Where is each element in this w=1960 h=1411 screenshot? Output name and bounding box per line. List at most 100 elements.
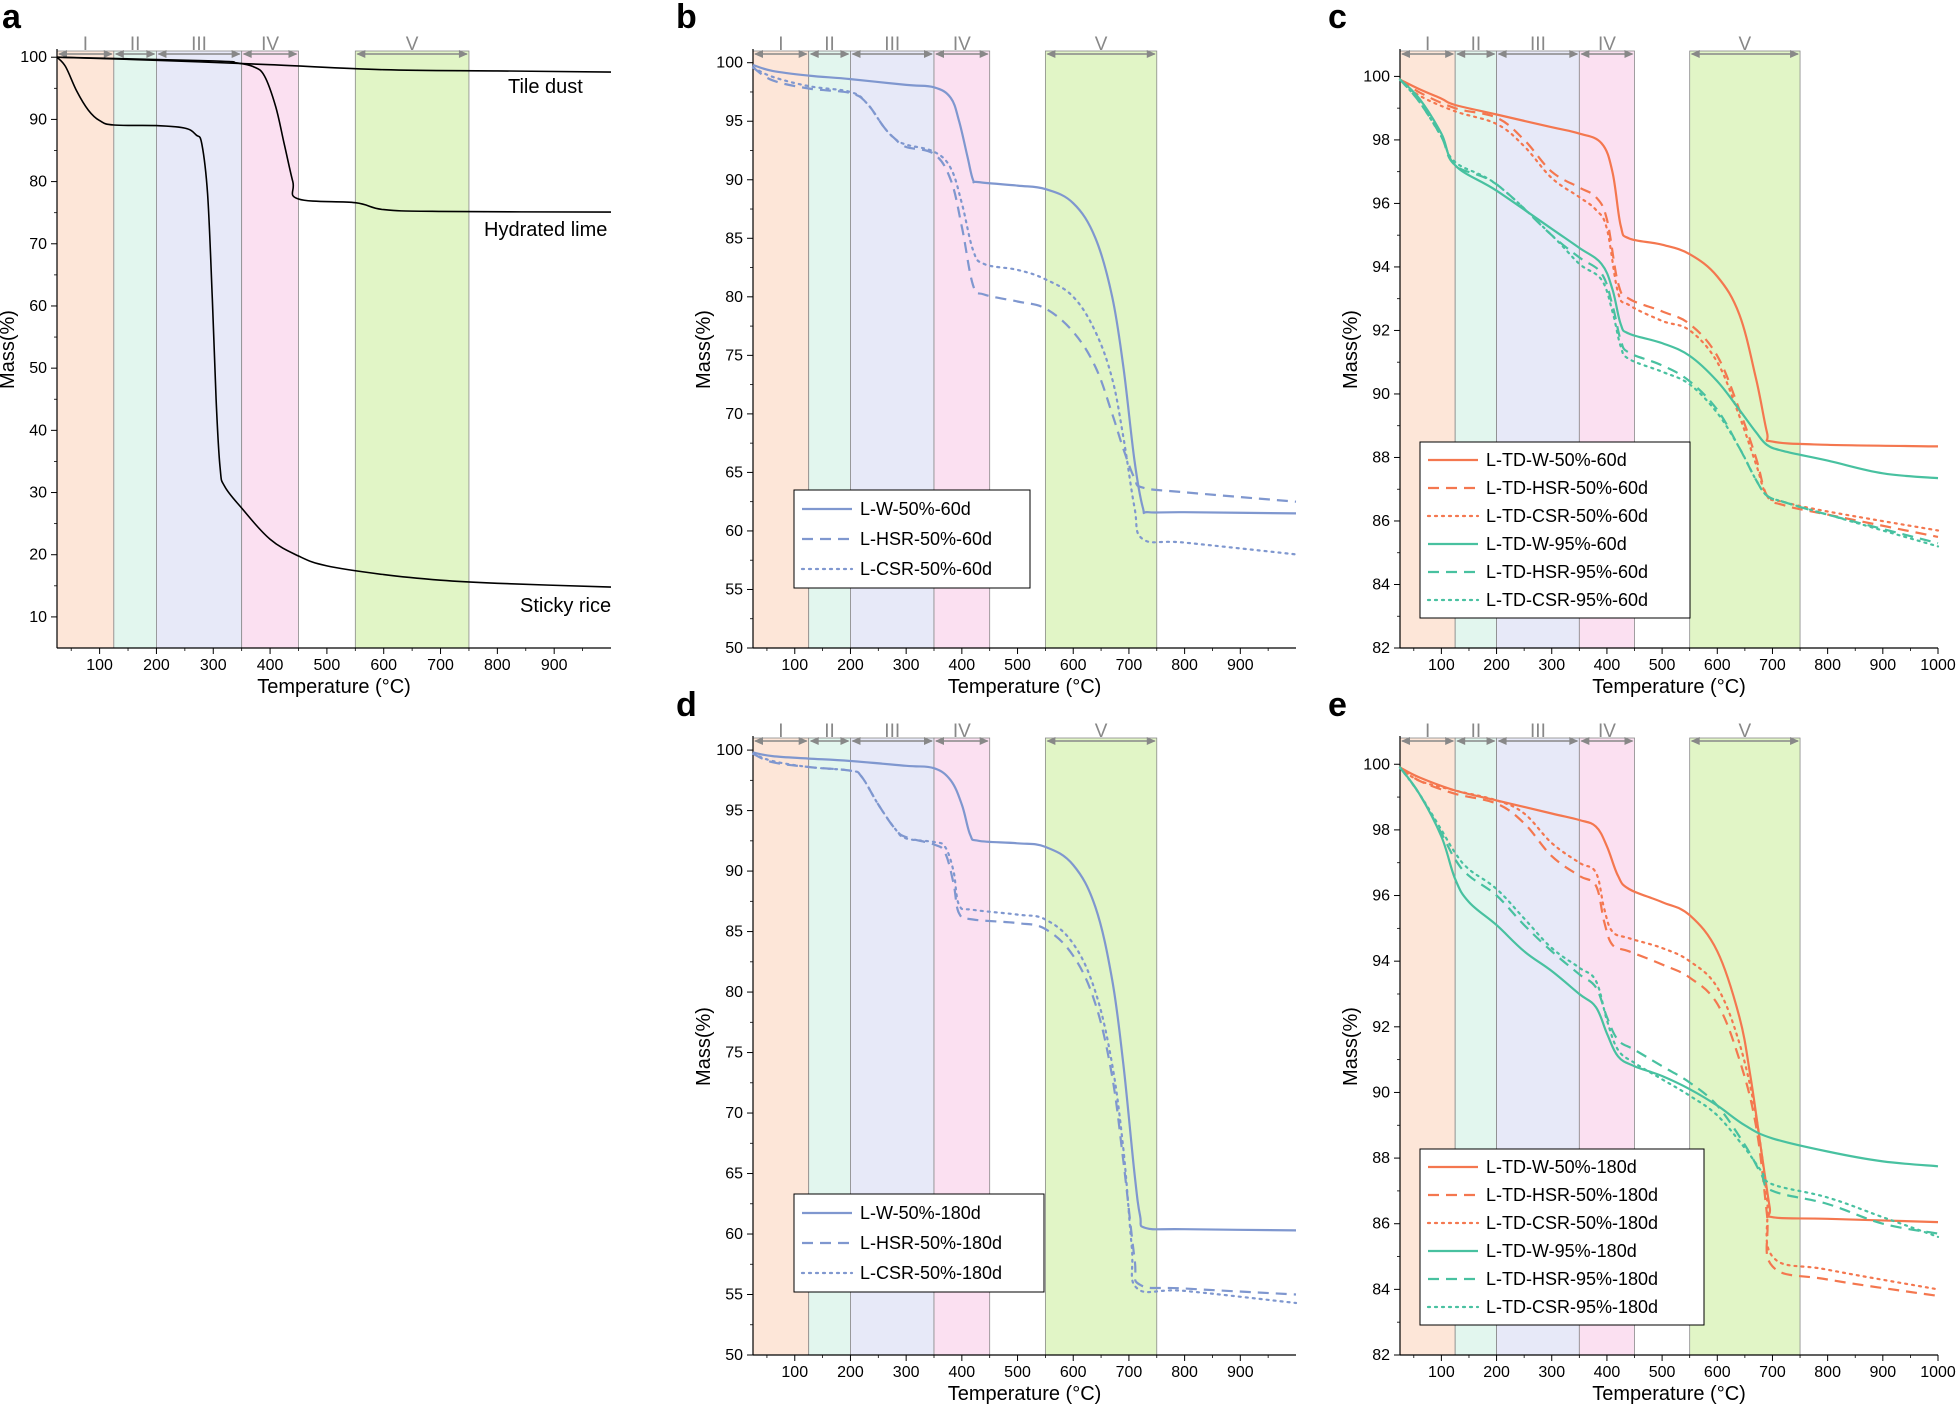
x-tick-label: 700 bbox=[1759, 657, 1786, 674]
region-arrow-left-II bbox=[1456, 737, 1466, 745]
x-tick-label: 700 bbox=[1759, 1364, 1786, 1381]
panel-letter: e bbox=[1328, 686, 1347, 724]
x-tick-label: 900 bbox=[1227, 1364, 1254, 1381]
y-tick-label: 100 bbox=[20, 49, 47, 66]
region-label-III: III bbox=[1530, 721, 1546, 742]
region-label-III: III bbox=[1530, 34, 1546, 55]
y-tick-label: 90 bbox=[1372, 386, 1390, 403]
legend: L-W-50%-60d L-HSR-50%-60d L-CSR-50%-60d bbox=[793, 489, 1031, 589]
legend-entry: L-TD-W-95%-60d bbox=[1486, 534, 1627, 554]
x-tick-label: 800 bbox=[1171, 657, 1198, 674]
x-tick-label: 500 bbox=[1649, 1364, 1676, 1381]
region-label-IV: IV bbox=[261, 34, 279, 55]
y-tick-label: 90 bbox=[1372, 1084, 1390, 1101]
y-tick-label: 82 bbox=[1372, 640, 1390, 657]
region-arrow-left-III bbox=[1497, 50, 1507, 58]
x-tick-label: 600 bbox=[1060, 1364, 1087, 1381]
x-axis-label: Temperature (°C) bbox=[1592, 676, 1746, 698]
series-line-l-td-csr-95-180d bbox=[1398, 766, 1940, 1238]
x-axis-label: Temperature (°C) bbox=[257, 676, 411, 698]
x-tick-label: 100 bbox=[86, 657, 113, 674]
x-tick-label: 900 bbox=[541, 657, 568, 674]
curve-annotation: Sticky rice bbox=[520, 595, 611, 617]
region-label-I: I bbox=[83, 34, 88, 55]
curve-annotation: Hydrated lime bbox=[484, 219, 607, 241]
region-arrow-right-I bbox=[1445, 50, 1455, 58]
region-arrow-right-IV bbox=[979, 737, 989, 745]
series-line-hydrated-lime bbox=[56, 56, 612, 213]
region-arrow-right-V bbox=[1146, 50, 1156, 58]
y-tick-label: 40 bbox=[29, 422, 47, 439]
region-band-V bbox=[1044, 737, 1158, 1356]
curve-annotation: Tile dust bbox=[508, 76, 583, 98]
x-tick-label: 600 bbox=[370, 657, 397, 674]
region-arrow-left-II bbox=[809, 50, 819, 58]
y-tick-label: 90 bbox=[29, 111, 47, 128]
panel-letter: d bbox=[676, 686, 697, 724]
y-tick-label: 75 bbox=[725, 347, 743, 364]
y-tick-label: 70 bbox=[29, 236, 47, 253]
x-tick-label: 400 bbox=[1594, 657, 1621, 674]
y-tick-label: 80 bbox=[725, 984, 743, 1001]
region-arrow-left-III bbox=[851, 50, 861, 58]
y-tick-label: 95 bbox=[725, 113, 743, 130]
x-tick-label: 800 bbox=[484, 657, 511, 674]
y-tick-label: 60 bbox=[725, 1226, 743, 1243]
legend-entry: L-HSR-50%-180d bbox=[860, 1233, 1002, 1253]
y-tick-label: 84 bbox=[1372, 1281, 1390, 1298]
region-arrow-right-II bbox=[1486, 50, 1496, 58]
legend: L-TD-W-50%-60d L-TD-HSR-50%-60d L-TD-CSR-5… bbox=[1419, 441, 1691, 619]
legend-entry: L-TD-HSR-95%-180d bbox=[1486, 1269, 1658, 1289]
x-tick-label: 500 bbox=[1649, 657, 1676, 674]
series-line-sticky-rice bbox=[56, 56, 612, 588]
legend-entry: L-TD-HSR-50%-180d bbox=[1486, 1185, 1658, 1205]
y-tick-label: 94 bbox=[1372, 259, 1390, 276]
region-arrow-left-I bbox=[1401, 50, 1410, 58]
legend: L-TD-W-50%-180d L-TD-HSR-50%-180d L-TD-CSR… bbox=[1419, 1148, 1705, 1326]
legend-entry: L-TD-HSR-50%-60d bbox=[1486, 478, 1648, 498]
x-tick-label: 400 bbox=[257, 657, 284, 674]
region-arrow-right-III bbox=[1569, 50, 1579, 58]
series-line-l-hsr-50-180d bbox=[752, 752, 1297, 1296]
legend-entry: L-TD-W-50%-180d bbox=[1486, 1157, 1637, 1177]
y-tick-label: 95 bbox=[725, 803, 743, 820]
y-tick-label: 100 bbox=[1363, 756, 1390, 773]
y-tick-label: 82 bbox=[1372, 1347, 1390, 1364]
region-arrow-right-I bbox=[1445, 737, 1455, 745]
legend-entry: L-HSR-50%-60d bbox=[860, 529, 992, 549]
panel-letter: c bbox=[1328, 0, 1347, 36]
y-tick-label: 86 bbox=[1372, 1216, 1390, 1233]
region-arrow-right-IV bbox=[1624, 737, 1634, 745]
x-tick-label: 600 bbox=[1704, 657, 1731, 674]
y-tick-label: 96 bbox=[1372, 888, 1390, 905]
y-axis-label: Mass(%) bbox=[0, 310, 19, 389]
y-tick-label: 88 bbox=[1372, 1150, 1390, 1167]
x-tick-label: 400 bbox=[1594, 1364, 1621, 1381]
region-arrow-right-II bbox=[146, 50, 156, 58]
region-arrow-left-I bbox=[754, 737, 763, 745]
y-tick-label: 80 bbox=[29, 174, 47, 191]
region-arrow-left-III bbox=[157, 50, 167, 58]
region-arrow-left-II bbox=[809, 737, 819, 745]
region-label-I: I bbox=[778, 34, 783, 55]
y-tick-label: 86 bbox=[1372, 513, 1390, 530]
legend: L-W-50%-180d L-HSR-50%-180d L-CSR-50%-180d bbox=[793, 1193, 1045, 1293]
legend-entry: L-W-50%-60d bbox=[860, 499, 971, 519]
region-label-II: II bbox=[1471, 721, 1482, 742]
x-tick-label: 900 bbox=[1869, 657, 1896, 674]
region-label-II: II bbox=[824, 721, 835, 742]
region-arrow-right-III bbox=[924, 50, 933, 58]
region-band-IV bbox=[241, 50, 299, 649]
region-label-III: III bbox=[884, 721, 900, 742]
y-tick-label: 70 bbox=[725, 406, 743, 423]
region-label-V: V bbox=[1095, 721, 1108, 742]
legend-box bbox=[793, 1193, 1045, 1293]
x-tick-label: 400 bbox=[948, 657, 975, 674]
region-label-I: I bbox=[1425, 721, 1430, 742]
x-tick-label: 100 bbox=[1428, 657, 1455, 674]
x-axis-label: Temperature (°C) bbox=[1592, 1383, 1746, 1405]
region-arrow-left-IV bbox=[935, 50, 944, 58]
x-tick-label: 800 bbox=[1171, 1364, 1198, 1381]
series-line-l-td-w-95-180d bbox=[1399, 766, 1939, 1168]
